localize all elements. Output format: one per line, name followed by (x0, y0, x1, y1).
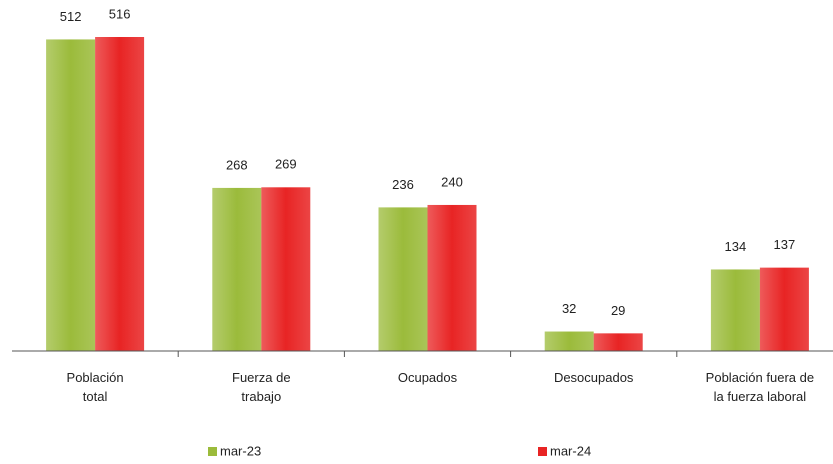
bar (710, 269, 760, 351)
bar (95, 37, 145, 351)
data-label: 269 (275, 157, 297, 172)
x-tick-label: Población total (66, 370, 124, 404)
data-label: 236 (392, 177, 414, 192)
bar (544, 331, 594, 351)
bar (46, 39, 96, 351)
data-label: 240 (441, 174, 463, 189)
bar (427, 204, 477, 351)
bar (261, 187, 311, 351)
x-tick-label: Población fuera de la fuerza laboral (705, 370, 815, 404)
data-label: 29 (611, 303, 625, 318)
data-label: 268 (226, 157, 248, 172)
bar (212, 187, 262, 351)
data-label: 134 (725, 239, 747, 254)
x-tick-label: Ocupados (397, 370, 458, 385)
legend-label: mar-24 (550, 443, 591, 458)
legend-label: mar-23 (220, 443, 261, 458)
x-tick-label: Desocupados (553, 370, 634, 385)
legend-swatch (538, 447, 547, 456)
bar (378, 207, 428, 351)
x-tick-label: Fuerza de trabajo (232, 370, 291, 404)
legend-swatch (208, 447, 217, 456)
data-label: 137 (774, 237, 796, 252)
data-label: 516 (109, 6, 131, 21)
bar (593, 333, 643, 351)
bar (759, 267, 809, 351)
data-label: 32 (562, 301, 576, 316)
data-label: 512 (60, 9, 82, 24)
